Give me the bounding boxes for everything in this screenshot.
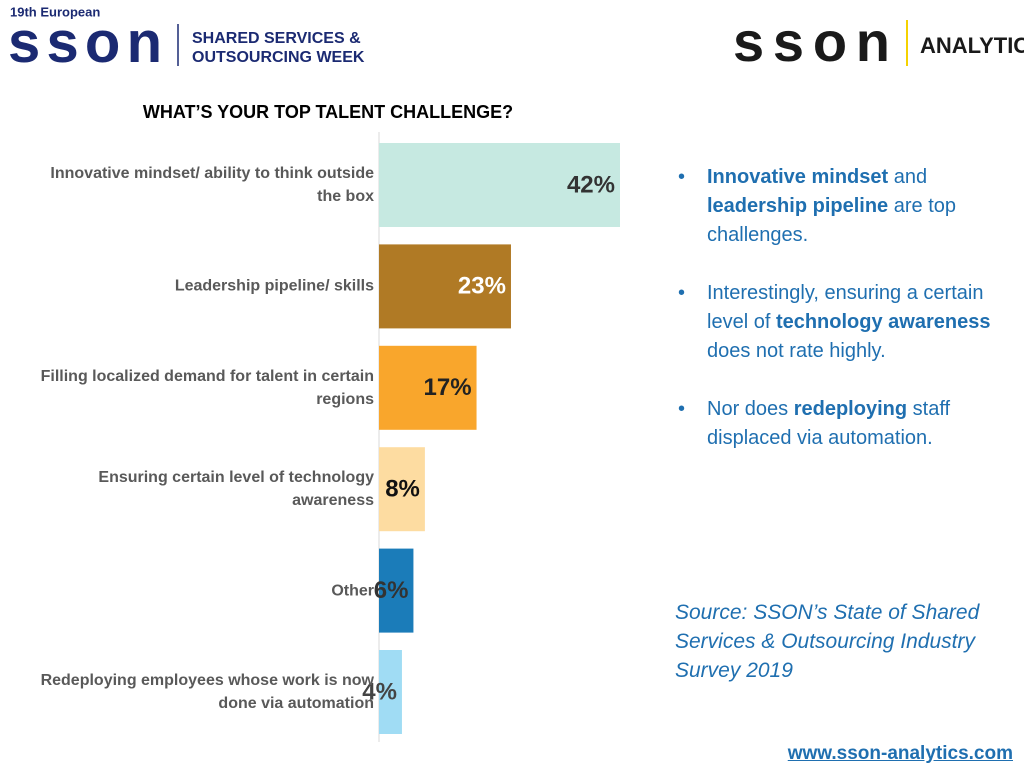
value-label: 8% — [385, 476, 420, 503]
bullet-text: and — [888, 166, 928, 188]
chart-title: WHAT’S YOUR TOP TALENT CHALLENGE? — [143, 102, 513, 122]
source-note: Source: SSON’s State of Shared Services … — [675, 601, 980, 682]
bar — [379, 345, 477, 430]
bullet: Interestingly, ensuring a certain level … — [678, 279, 998, 366]
bar — [379, 548, 414, 633]
bullet-text: Nor does — [707, 398, 794, 420]
category-label: Redeploying employees whose work is now … — [40, 672, 374, 712]
logo-tagline: 19th European — [10, 4, 100, 19]
bullet-text: does not rate highly. — [707, 340, 886, 362]
bar — [379, 143, 620, 227]
value-label: 23% — [458, 273, 506, 300]
category-label: Filling localized demand for talent in c… — [40, 367, 374, 408]
logo-brand: sson — [8, 10, 162, 75]
footer-url[interactable]: www.sson-analytics.com — [787, 743, 1013, 764]
value-label: 6% — [374, 577, 409, 604]
bullet-list: Innovative mindset and leadership pipeli… — [678, 163, 998, 482]
value-label: 4% — [362, 678, 397, 705]
bullet-text: leadership pipeline — [707, 195, 889, 217]
logo-brand: sson — [733, 10, 890, 73]
logo-label: ANALYTICS — [920, 33, 1024, 58]
bullet-text: redeploying — [793, 398, 908, 420]
logo-line: SHARED SERVICES & — [192, 30, 361, 47]
bar — [379, 650, 402, 734]
category-label: Ensuring certain level of technology awa… — [98, 469, 374, 510]
category-label: Leadership pipeline/ skills — [174, 277, 374, 295]
category-label: Other — [331, 582, 374, 600]
bullet-text: staff displaced via automation. — [707, 398, 951, 449]
bullet: Innovative mindset and leadership pipeli… — [678, 163, 998, 250]
bar — [379, 244, 511, 329]
value-label: 17% — [424, 374, 472, 401]
logo-line: OUTSOURCING WEEK — [192, 49, 365, 66]
bullet-text: Innovative mindset — [707, 166, 889, 188]
value-label: 42% — [567, 171, 615, 198]
bullet: Nor does redeploying staff displaced via… — [678, 395, 998, 453]
bullet-text: are top challenges. — [707, 195, 956, 246]
bar — [379, 447, 425, 532]
bullet-text: technology awareness — [775, 311, 991, 333]
bullet-text: Interestingly, ensuring a certain level … — [707, 282, 984, 333]
category-label: Innovative mindset/ ability to think out… — [50, 165, 374, 205]
